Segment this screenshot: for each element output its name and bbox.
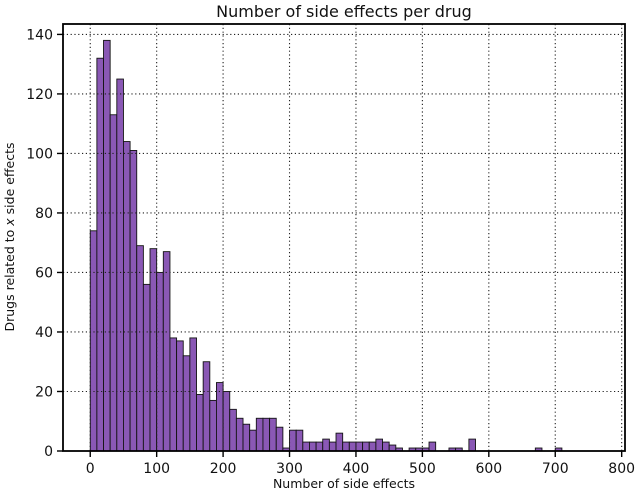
histogram-bar: [156, 272, 164, 452]
x-tick-label: 300: [276, 461, 303, 477]
histogram-bar: [182, 355, 191, 452]
histogram-bar: [149, 248, 158, 452]
histogram-bar: [362, 441, 370, 452]
histogram-bar: [342, 441, 350, 452]
histogram-bar: [122, 141, 131, 452]
histogram-bar: [242, 423, 251, 452]
y-tick-label: 120: [26, 87, 53, 103]
histogram-bar: [355, 441, 364, 452]
histogram-bar: [229, 408, 237, 452]
bars-layer: [89, 39, 563, 452]
histogram-bar: [262, 417, 271, 452]
histogram-bar: [368, 441, 377, 452]
histogram-bar: [162, 251, 171, 452]
histogram-bar: [169, 337, 178, 452]
x-tick-label: 600: [475, 461, 502, 477]
histogram-bar: [322, 438, 330, 452]
histogram-bar: [335, 432, 344, 452]
plot-border: [62, 23, 626, 452]
histogram-bar: [289, 429, 297, 452]
histogram-bar: [295, 429, 304, 452]
y-tick-label: 40: [35, 325, 53, 341]
grid-layer: [63, 24, 625, 451]
ticks-layer: 0 100 200 300 400 500 600 700 800 0 20 40 60 80 100 120…: [26, 27, 635, 477]
histogram-bar: [196, 394, 204, 452]
histogram-bar: [176, 340, 184, 452]
histogram-bar: [375, 438, 383, 452]
histogram-bar: [269, 417, 277, 452]
histogram-bar: [103, 39, 111, 452]
histogram-bar: [315, 441, 324, 452]
histogram-bar: [116, 78, 124, 452]
histogram-bar: [235, 417, 244, 452]
histogram-bar: [215, 382, 224, 452]
x-tick-label: 0: [86, 461, 95, 477]
x-tick-label: 500: [409, 461, 436, 477]
x-tick-label: 400: [343, 461, 370, 477]
plot-frame: [62, 23, 626, 452]
x-axis-label: Number of side effects: [273, 476, 415, 491]
histogram-bar: [189, 337, 197, 452]
y-tick-label: 60: [35, 265, 53, 281]
histogram-bar: [222, 391, 231, 452]
histogram-bar: [309, 441, 317, 452]
y-tick-label: 0: [44, 444, 53, 460]
x-tick-label: 200: [210, 461, 237, 477]
y-axis-label-pre: Drugs related to: [2, 226, 17, 332]
histogram-bar: [249, 429, 257, 452]
histogram-bar: [382, 441, 390, 452]
histogram-bar: [109, 114, 118, 452]
histogram-bar: [142, 283, 151, 452]
histogram-bar: [96, 57, 104, 452]
x-tick-label: 700: [542, 461, 569, 477]
y-tick-label: 140: [26, 27, 53, 43]
histogram-bar: [136, 245, 144, 452]
histogram-bar: [328, 441, 337, 452]
histogram-bar: [275, 426, 284, 452]
y-axis-label: Drugs related to x side effects: [2, 142, 17, 331]
histogram-bar: [255, 417, 264, 452]
histogram-bar: [348, 441, 357, 452]
histogram-bar: [209, 399, 217, 452]
histogram-bar: [129, 150, 138, 452]
histogram-bar: [202, 361, 211, 452]
y-axis-label-post: side effects: [2, 142, 17, 218]
histogram-bar: [302, 441, 310, 452]
y-tick-label: 20: [35, 384, 53, 400]
histogram-bar: [468, 438, 476, 452]
x-tick-label: 800: [608, 461, 635, 477]
histogram-bar: [89, 230, 98, 452]
x-tick-label: 100: [143, 461, 170, 477]
y-tick-label: 80: [35, 206, 53, 222]
histogram-bar: [428, 441, 437, 452]
y-axis-label-x: x: [2, 218, 17, 227]
y-tick-label: 100: [26, 146, 53, 162]
chart-title: Number of side effects per drug: [216, 2, 472, 21]
